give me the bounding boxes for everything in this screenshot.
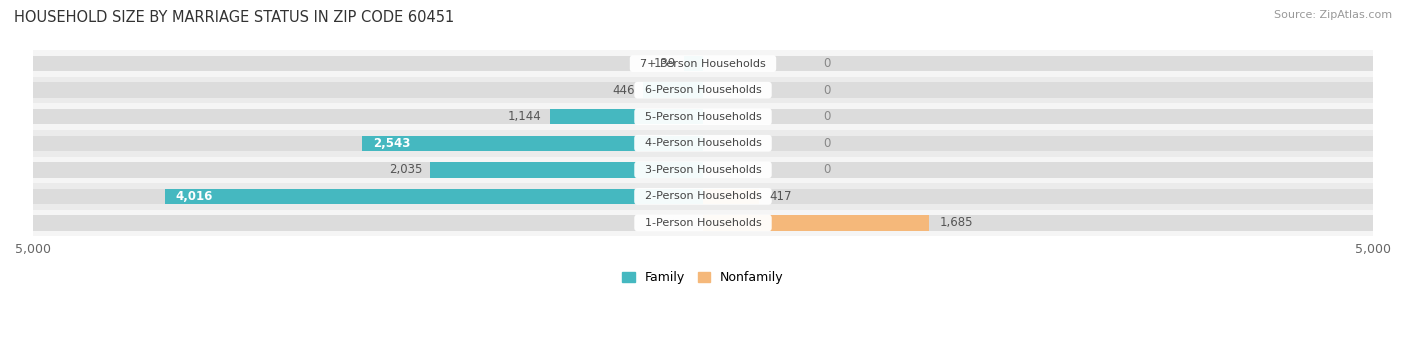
Text: 0: 0 (824, 84, 831, 97)
Bar (703, 109, 1374, 124)
Bar (703, 56, 1374, 71)
Bar (703, 189, 759, 204)
Bar (32, 50, 1374, 77)
Text: Source: ZipAtlas.com: Source: ZipAtlas.com (1274, 10, 1392, 20)
Bar (32, 56, 703, 71)
Text: 5-Person Households: 5-Person Households (638, 112, 768, 122)
Bar (32, 156, 1374, 183)
Text: 2-Person Households: 2-Person Households (637, 191, 769, 201)
Bar (703, 136, 1374, 151)
Text: HOUSEHOLD SIZE BY MARRIAGE STATUS IN ZIP CODE 60451: HOUSEHOLD SIZE BY MARRIAGE STATUS IN ZIP… (14, 10, 454, 25)
Text: 2,035: 2,035 (389, 163, 422, 176)
Bar (32, 210, 1374, 236)
Bar (685, 56, 703, 71)
Text: 0: 0 (824, 137, 831, 150)
Bar (32, 215, 703, 231)
Bar (165, 189, 703, 204)
Text: 2,543: 2,543 (373, 137, 411, 150)
Text: 4,016: 4,016 (176, 190, 212, 203)
Text: 1-Person Households: 1-Person Households (638, 218, 768, 228)
Bar (643, 83, 703, 98)
Bar (703, 189, 1374, 204)
Text: 3-Person Households: 3-Person Households (638, 165, 768, 175)
Bar (32, 83, 703, 98)
Text: 417: 417 (769, 190, 792, 203)
Bar (32, 183, 1374, 210)
Bar (363, 136, 703, 151)
Bar (32, 77, 1374, 103)
Text: 1,144: 1,144 (508, 110, 541, 123)
Bar (32, 162, 703, 177)
Bar (703, 215, 929, 231)
Bar (32, 189, 703, 204)
Text: 4-Person Households: 4-Person Households (637, 138, 769, 148)
Text: 6-Person Households: 6-Person Households (638, 85, 768, 95)
Text: 1,685: 1,685 (939, 217, 973, 230)
Legend: Family, Nonfamily: Family, Nonfamily (623, 271, 783, 284)
Bar (32, 103, 1374, 130)
Bar (32, 136, 703, 151)
Text: 0: 0 (824, 110, 831, 123)
Text: 139: 139 (654, 57, 676, 70)
Bar (32, 130, 1374, 156)
Bar (703, 215, 1374, 231)
Bar (703, 162, 1374, 177)
Bar (32, 109, 703, 124)
Bar (430, 162, 703, 177)
Text: 7+ Person Households: 7+ Person Households (633, 58, 773, 69)
Text: 446: 446 (613, 84, 636, 97)
Bar (550, 109, 703, 124)
Text: 0: 0 (824, 163, 831, 176)
Text: 0: 0 (824, 57, 831, 70)
Bar (703, 83, 1374, 98)
